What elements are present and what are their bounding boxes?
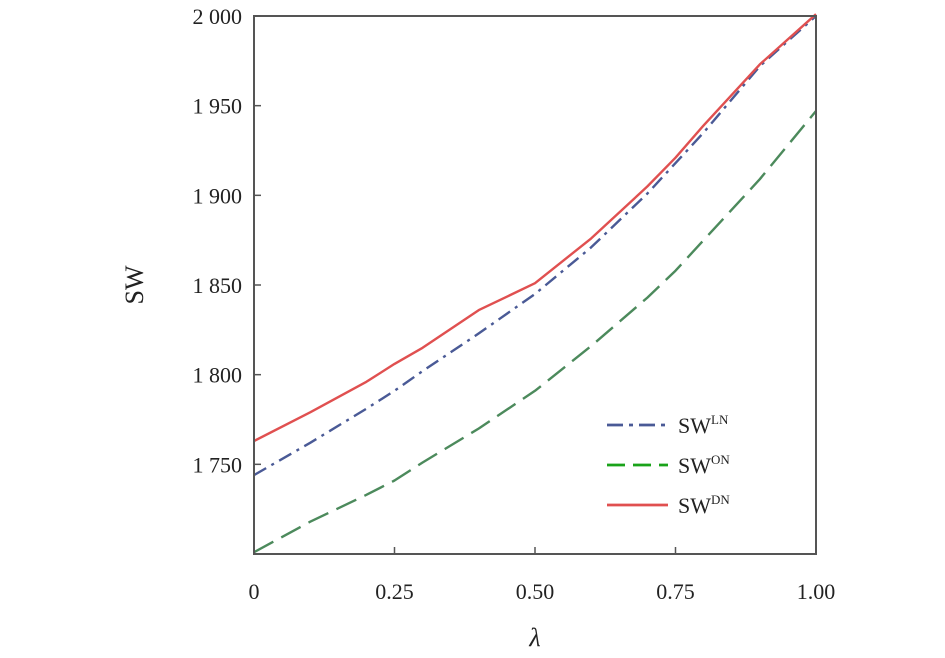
series-line-ln	[253, 15, 817, 477]
series-line-dn	[253, 13, 817, 443]
y-axis-title: SW	[120, 265, 149, 304]
series-line-on	[253, 110, 817, 554]
y-tick-label: 1 900	[193, 183, 243, 208]
x-tick-label: 0.75	[656, 579, 695, 604]
x-tick-label: 0.50	[516, 579, 555, 604]
y-tick-label: 2 000	[193, 4, 243, 29]
x-axis-title: λ	[528, 623, 540, 652]
series-layer	[253, 13, 817, 554]
plot-frame	[253, 15, 817, 555]
legend: SWLN SWON SWDN	[607, 412, 730, 518]
y-tick-label: 1 950	[193, 94, 243, 119]
legend-label-dn: SWDN	[678, 492, 730, 518]
x-tick-label: 1.00	[797, 579, 836, 604]
y-tick-label: 1 750	[193, 452, 243, 477]
y-tick-label: 1 850	[193, 273, 243, 298]
legend-label-ln: SWLN	[678, 412, 729, 438]
x-tick-label: 0.25	[375, 579, 414, 604]
legend-label-on: SWON	[678, 452, 730, 478]
y-tick-label: 1 800	[193, 363, 243, 388]
axis-ticks: 0 0.25 0.50 0.75 1.00 1 750 1 800 1 850 1 900 1 9…	[193, 4, 836, 604]
x-tick-label: 0	[249, 579, 260, 604]
